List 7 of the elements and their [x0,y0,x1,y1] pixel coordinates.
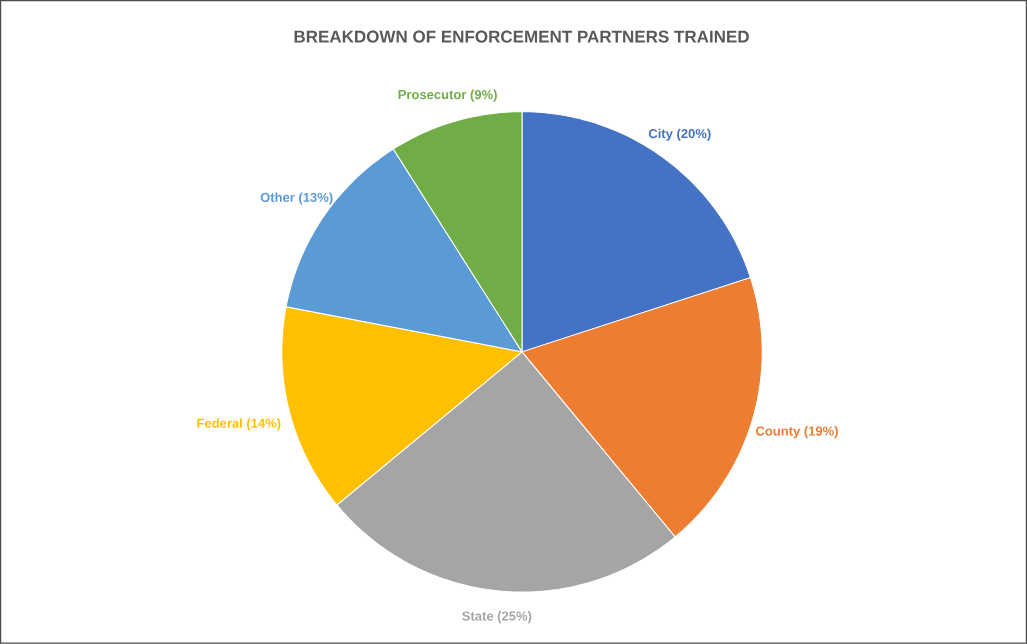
slice-label: County (19%) [755,426,838,439]
slice-label: City (20%) [648,128,711,141]
slice-label: Other (13%) [260,192,333,205]
slice-label: Prosecutor (9%) [398,89,497,102]
slice-label: Federal (14%) [197,418,281,431]
chart-title: BREAKDOWN OF ENFORCEMENT PARTNERS TRAINED [294,30,749,43]
slice-label: State (25%) [462,611,532,624]
